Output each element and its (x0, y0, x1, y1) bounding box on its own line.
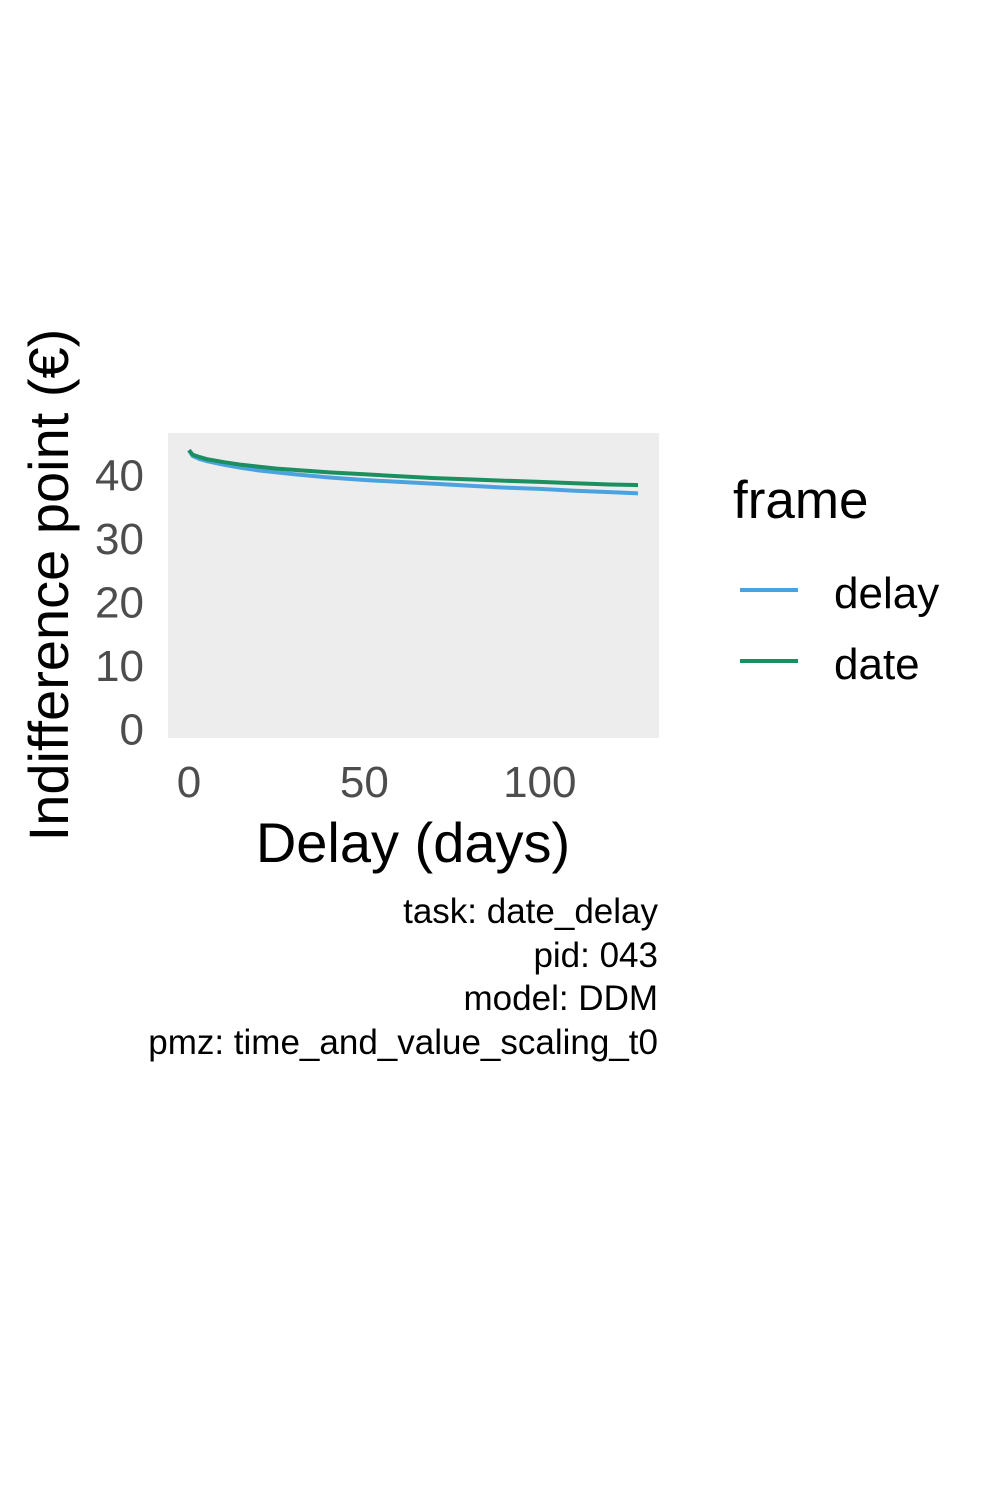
legend-title: frame (733, 471, 868, 530)
caption-pmz: pmz: time_and_value_scaling_t0 (148, 1022, 658, 1062)
y-tick-label: 0 (120, 706, 144, 755)
plot-caption: task: date_delay pid: 043 model: DDM pmz… (148, 890, 658, 1064)
caption-pid: pid: 043 (533, 935, 658, 975)
caption-model: model: DDM (463, 979, 658, 1018)
legend-label-date: date (834, 640, 920, 689)
y-tick-label: 40 (95, 451, 144, 500)
series-line-date (187, 448, 639, 488)
y-tick-label: 30 (95, 515, 144, 564)
x-tick-label: 100 (503, 758, 576, 807)
y-tick-label: 10 (95, 642, 144, 691)
x-tick-label: 50 (340, 758, 389, 807)
y-tick-label: 20 (95, 578, 144, 627)
x-axis-title: Delay (days) (256, 811, 570, 874)
caption-task: task: date_delay (403, 892, 658, 931)
y-axis-title: Indifference point (€) (17, 329, 80, 842)
x-tick-label: 0 (177, 758, 201, 807)
legend-label-delay: delay (834, 569, 939, 618)
